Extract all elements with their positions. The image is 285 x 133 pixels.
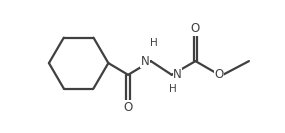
Text: O: O: [215, 68, 224, 81]
Text: O: O: [191, 22, 200, 35]
Text: H: H: [150, 38, 158, 49]
Text: N: N: [173, 68, 182, 81]
Text: O: O: [123, 101, 133, 114]
Text: N: N: [141, 55, 150, 68]
Text: H: H: [169, 84, 177, 94]
